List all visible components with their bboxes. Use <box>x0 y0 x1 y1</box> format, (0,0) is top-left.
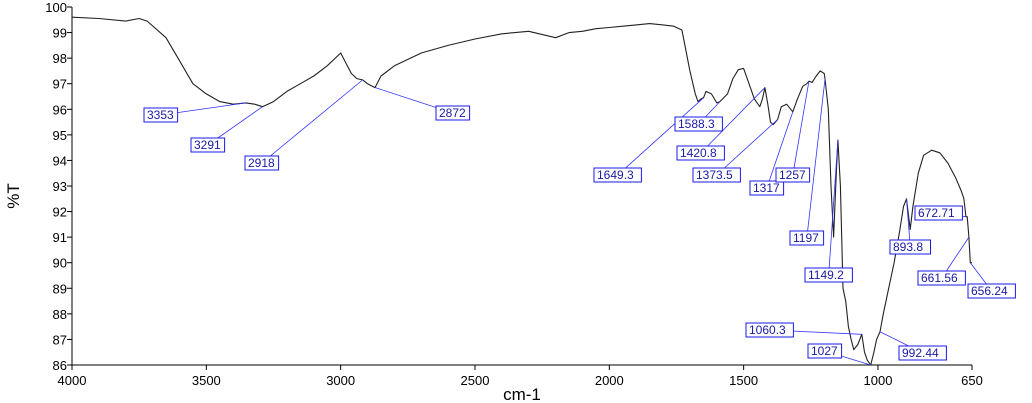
x-tick-label: 1000 <box>864 373 893 388</box>
peak-label: 1149.2 <box>808 268 844 282</box>
peak-label-box <box>807 343 843 359</box>
peak-label-box <box>917 270 966 286</box>
peak-label-box <box>804 267 853 283</box>
y-tick-label: 86 <box>53 358 67 373</box>
peak-label: 1060.3 <box>749 323 786 337</box>
peak-label: 1373.5 <box>696 168 733 182</box>
y-tick-label: 87 <box>53 332 67 347</box>
peak-leader-line <box>806 78 826 239</box>
peak-label-box <box>967 283 1016 299</box>
peak-leader-line <box>261 79 363 164</box>
peak-label-box <box>244 155 280 171</box>
spectrum-line <box>71 16 972 366</box>
peak-leader-line <box>792 81 810 176</box>
peak-label-box <box>914 205 963 221</box>
peak-label-box <box>692 167 741 183</box>
x-tick-label: 3500 <box>192 373 221 388</box>
peak-label: 992.44 <box>902 346 939 360</box>
peak-label-box <box>775 167 811 183</box>
y-tick-label: 89 <box>53 281 67 296</box>
x-axis: 4000 3500 3000 2500 2000 1500 1000 650 <box>58 364 983 388</box>
y-tick-label: 91 <box>53 230 67 245</box>
peak-leader-line <box>700 87 766 154</box>
x-tick-label: 3000 <box>326 373 355 388</box>
peak-label: 3291 <box>194 138 221 152</box>
y-tick-label: 97 <box>53 77 67 92</box>
peak-label: 893.8 <box>893 240 923 254</box>
peak-label-box <box>898 345 947 361</box>
peak-label-box <box>190 137 226 153</box>
y-tick-label: 92 <box>53 205 67 220</box>
peak-label: 2872 <box>439 106 466 120</box>
y-tick-label: 88 <box>53 307 67 322</box>
peak-label: 672.71 <box>918 206 955 220</box>
peak-label-box <box>674 116 723 132</box>
x-axis-title: cm-1 <box>503 385 541 403</box>
peak-leader-line <box>716 119 778 176</box>
peak-label: 1257 <box>779 168 806 182</box>
peak-label-box <box>676 145 725 161</box>
peak-label: 1649.3 <box>597 168 634 182</box>
y-tick-label: 90 <box>53 256 67 271</box>
peak-label-box <box>789 230 825 246</box>
peak-leader-line <box>828 139 839 276</box>
y-axis-title: %T <box>4 183 23 209</box>
peak-label-box <box>143 107 179 123</box>
x-tick-label: 1500 <box>729 373 758 388</box>
y-tick-label: 94 <box>53 153 67 168</box>
y-tick-label: 99 <box>53 26 67 41</box>
x-tick-label: 650 <box>961 373 983 388</box>
peak-leader-line <box>766 111 794 189</box>
peak-labels: 3353 3291 2918 2872 1649.3 1588.3 1420.8 1373.5… <box>143 105 1016 361</box>
y-tick-label: 95 <box>53 128 67 143</box>
peak-label-box <box>749 180 785 196</box>
peak-label: 1588.3 <box>678 117 715 131</box>
peak-leader-line <box>617 97 704 176</box>
peak-label: 1420.8 <box>680 146 717 160</box>
y-tick-label: 96 <box>53 102 67 117</box>
x-tick-label: 4000 <box>58 373 87 388</box>
peak-leader-lines <box>160 78 993 366</box>
peak-leader-line <box>906 198 911 248</box>
y-tick-label: 93 <box>53 179 67 194</box>
peak-label-box <box>745 322 794 338</box>
peak-label-box <box>435 105 471 121</box>
peak-label: 1317 <box>753 181 780 195</box>
peak-label: 661.56 <box>921 271 958 285</box>
peak-label: 2918 <box>248 156 275 170</box>
y-tick-label: 100 <box>45 0 67 15</box>
peak-label: 3353 <box>147 108 174 122</box>
x-tick-label: 2000 <box>595 373 624 388</box>
peak-label-box <box>889 239 931 255</box>
y-axis: 86 87 88 89 90 91 92 93 94 95 96 97 98 99 100 <box>45 0 73 373</box>
peak-label-box <box>593 167 642 183</box>
peak-label: 1197 <box>793 231 819 245</box>
peak-label: 656.24 <box>971 284 1008 298</box>
peak-label: 1027 <box>811 344 838 358</box>
x-tick-label: 2500 <box>461 373 490 388</box>
y-tick-label: 98 <box>53 51 67 66</box>
